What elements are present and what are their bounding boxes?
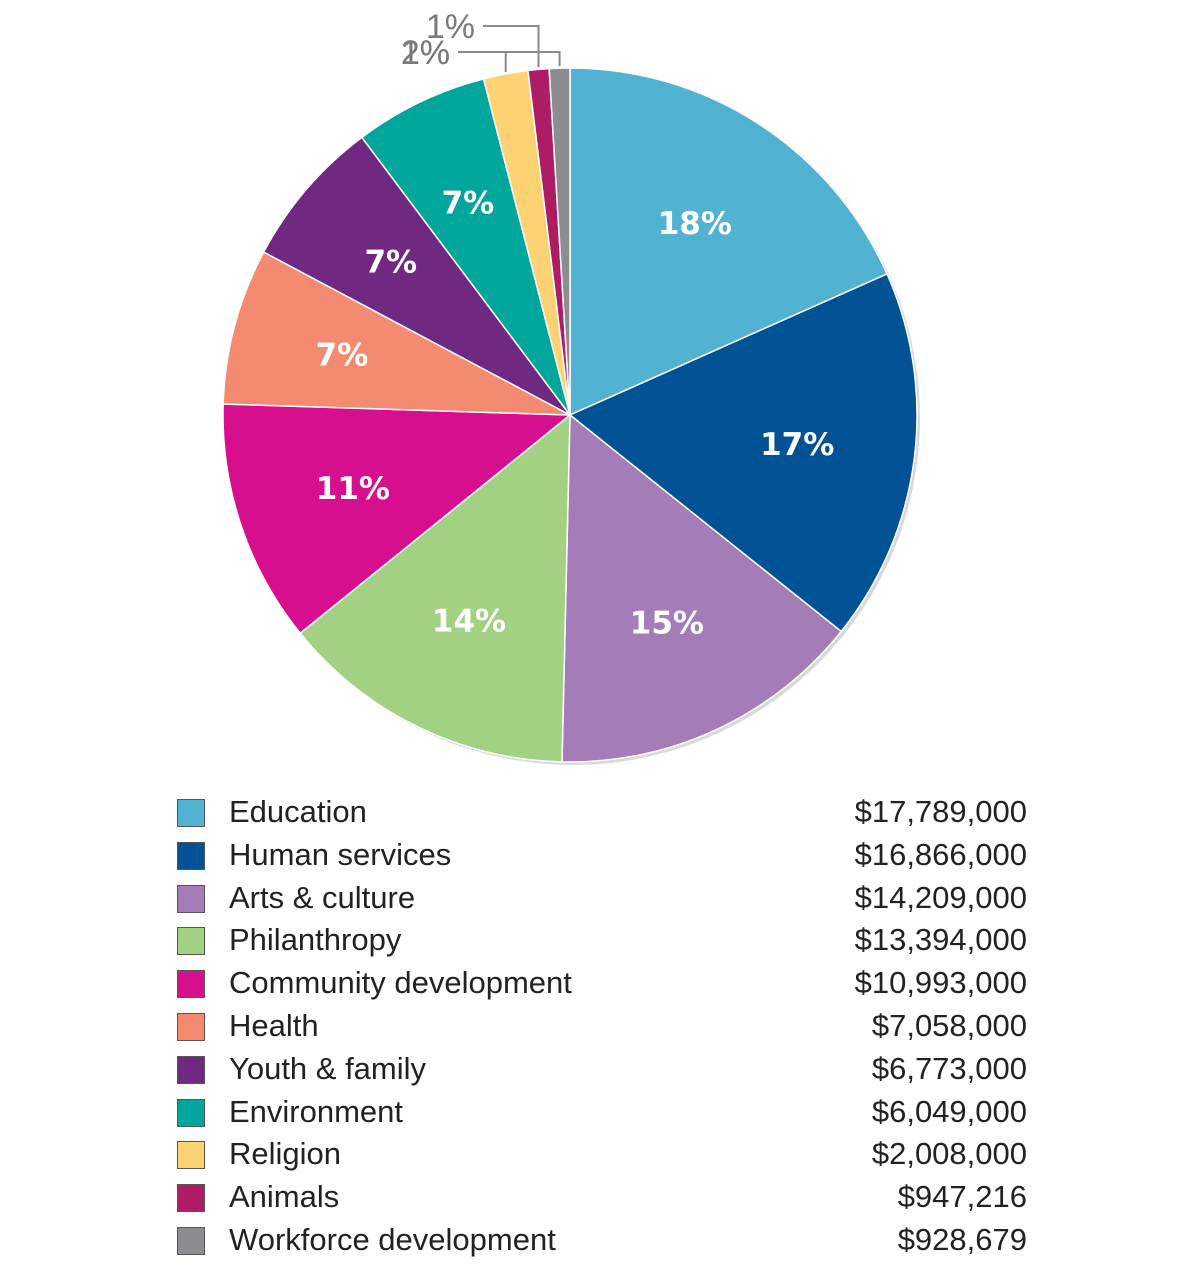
legend-item-environment: Environment $6,049,000 [177, 1091, 1027, 1134]
legend-item-philanthropy: Philanthropy $13,394,000 [177, 919, 1027, 962]
slice-label-animals: 1% [426, 8, 475, 46]
legend-label: Youth & family [229, 1050, 427, 1086]
legend-value: $2,008,000 [871, 1136, 1027, 1172]
slice-health [222, 251, 571, 416]
legend-value: $928,679 [897, 1221, 1027, 1257]
legend-value: $17,789,000 [854, 794, 1027, 829]
legend-item-community-development: Community development $10,993,000 [177, 962, 1027, 1005]
legend-swatch [177, 1226, 205, 1255]
legend-label: Environment [229, 1093, 404, 1129]
pie-chart: 18% 17% 15% 14% 11% 7% 7% 7% 2%1%1% [222, 8, 920, 765]
leader-line-animals [483, 25, 540, 68]
legend-item-religion: Religion $2,008,000 [177, 1133, 1027, 1176]
slice-label-education: 18% [658, 206, 732, 242]
legend-item-animals: Animals $947,216 [177, 1176, 1027, 1219]
legend-value: $6,049,000 [871, 1093, 1027, 1129]
legend-item-workforce-development: Workforce development $928,679 [177, 1219, 1027, 1262]
legend-label: Workforce development [229, 1221, 556, 1257]
slice-label-environment: 7% [442, 185, 495, 221]
slice-label-youth-and-family: 7% [364, 245, 417, 281]
legend-value: $16,866,000 [854, 836, 1027, 872]
legend-value: $947,216 [897, 1179, 1027, 1215]
legend-swatch [177, 799, 205, 827]
slice-label-community-development: 11% [316, 471, 390, 507]
legend-swatch [177, 1141, 205, 1170]
legend-label: Human services [229, 836, 452, 872]
legend-label: Health [229, 1007, 319, 1043]
legend-value: $7,058,000 [871, 1007, 1027, 1043]
slice-human-services [569, 273, 918, 633]
legend-item-youth-and-family: Youth & family $6,773,000 [177, 1048, 1027, 1091]
slice-label-philanthropy: 14% [432, 604, 506, 640]
legend-swatch [177, 841, 205, 870]
legend-swatch [177, 1098, 205, 1127]
leader-line-workforce-development [458, 51, 561, 67]
legend-label: Community development [229, 965, 572, 1001]
slice-workforce-development [548, 67, 571, 416]
legend-swatch [177, 1055, 205, 1084]
slice-arts-and-culture [561, 414, 842, 763]
legend-item-human-services: Human services $16,866,000 [177, 834, 1027, 877]
legend-item-education: Education $17,789,000 [177, 791, 1027, 834]
legend-label: Religion [229, 1136, 342, 1172]
legend-item-arts-and-culture: Arts & culture $14,209,000 [177, 877, 1027, 920]
slice-philanthropy [299, 414, 571, 763]
slice-environment [361, 78, 571, 416]
legend-label: Arts & culture [229, 879, 416, 915]
legend-value: $10,993,000 [854, 965, 1027, 1001]
slice-label-workforce-development: 1% [401, 34, 450, 72]
legend-value: $13,394,000 [854, 922, 1027, 958]
legend-label: Education [229, 794, 367, 829]
legend-swatch [177, 1012, 205, 1041]
legend-label: Philanthropy [229, 922, 402, 958]
slice-label-arts-and-culture: 15% [630, 606, 704, 642]
legend-value: $14,209,000 [854, 879, 1027, 915]
legend-swatch [177, 1184, 205, 1213]
leader-line-religion [458, 51, 507, 72]
legend: Education $17,789,000 Human services $16,86… [177, 791, 1027, 1262]
legend-swatch [177, 970, 205, 999]
slice-label-religion: 2% [401, 34, 450, 72]
slice-youth-and-family [262, 136, 571, 416]
legend-swatch [177, 927, 205, 956]
slice-label-health: 7% [316, 337, 369, 373]
legend-swatch [177, 884, 205, 913]
slice-education [569, 67, 888, 416]
slice-community-development [222, 403, 571, 635]
legend-item-health: Health $7,058,000 [177, 1005, 1027, 1048]
slice-label-human-services: 17% [760, 427, 834, 463]
legend-label: Animals [229, 1179, 340, 1215]
legend-value: $6,773,000 [871, 1050, 1027, 1086]
